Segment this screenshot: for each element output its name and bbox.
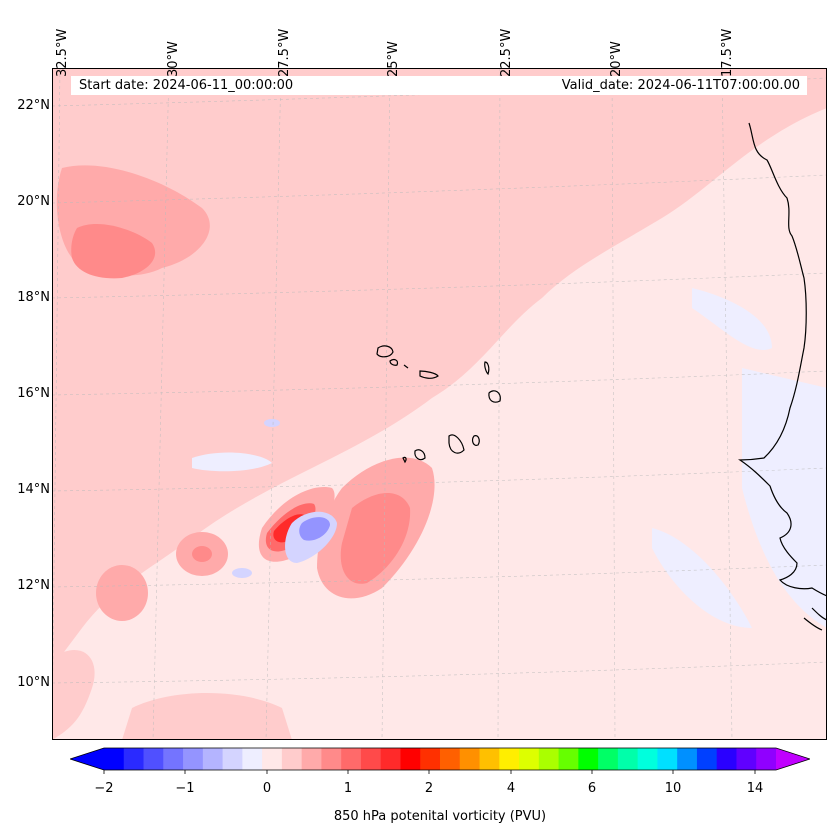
colorbar-segment [677, 748, 698, 770]
pv-contour-band [52, 68, 827, 668]
pv-contour-se-core [340, 493, 411, 584]
colorbar-segment [163, 748, 184, 770]
lon-label-27-5w: 27.5°W [277, 28, 292, 77]
colorbar-segment [123, 748, 145, 770]
lat-label-20n: 20°N [17, 194, 50, 209]
colorbar-segment [183, 748, 204, 770]
colorbar-segment [222, 748, 243, 770]
colorbar-segment [756, 748, 777, 770]
colorbar-segment [301, 748, 322, 770]
colorbar-label: 850 hPa potenital vorticity (PVU) [333, 809, 547, 824]
lat-label-22n: 22°N [17, 98, 50, 113]
map-panel [52, 68, 827, 740]
lat-label-12n: 12°N [17, 578, 50, 593]
colorbar-tick-label: 6 [587, 781, 597, 796]
colorbar-segment [380, 748, 401, 770]
map-gridlines [52, 68, 827, 740]
colorbar-tick-label: −1 [175, 781, 195, 796]
pv-neg-east-3 [652, 528, 752, 628]
colorbar-segment [360, 748, 382, 770]
lat-label-16n: 16°N [17, 386, 50, 401]
colorbar-segment [143, 748, 164, 770]
lat-label-10n: 10°N [17, 675, 50, 690]
lat-label-18n: 18°N [17, 290, 50, 305]
colorbar-segment [440, 748, 461, 770]
colorbar-segment [637, 748, 658, 770]
pv-patch-neg-2 [264, 419, 280, 427]
colorbar-tick-label: 14 [746, 781, 764, 796]
colorbar-tick-label: −2 [94, 781, 114, 796]
colorbar-tick-label: 1 [343, 781, 353, 796]
pv-patch-west-core [192, 546, 212, 562]
colorbar-segment [657, 748, 678, 770]
lon-label-30w: 30°W [166, 41, 181, 77]
colorbar-segment [242, 748, 263, 770]
colorbar-segment [736, 748, 757, 770]
africa-coastline [738, 122, 827, 597]
pv-neg-east-2 [742, 368, 827, 628]
cape-verde-islands [376, 345, 501, 464]
pv-patch-neg-1 [232, 568, 252, 578]
colorbar [70, 747, 810, 774]
colorbar-segment [558, 748, 579, 770]
colorbar-segment [459, 748, 481, 770]
pv-contour-south [122, 693, 292, 740]
colorbar-segment [479, 748, 500, 770]
date-info-box [71, 76, 807, 95]
lon-label-22-5w: 22.5°W [499, 28, 514, 77]
start-date-text: Start date: 2024-06-11_00:00:00 [79, 78, 294, 93]
colorbar-extend-min [70, 748, 104, 770]
colorbar-extend-max [776, 748, 810, 770]
colorbar-tick-label: 4 [506, 781, 516, 796]
colorbar-segment [578, 748, 599, 770]
pv-contour-nw-high [71, 223, 156, 279]
colorbar-segment [262, 748, 283, 770]
colorbar-segment [400, 748, 421, 770]
pv-patch-southwest [96, 565, 148, 621]
lon-label-32-5w: 32.5°W [55, 28, 70, 77]
colorbar-segment [716, 748, 737, 770]
colorbar-segment [341, 748, 362, 770]
pv-patch-neg-3 [192, 452, 272, 472]
pv-blue-dipole-core [299, 517, 330, 541]
colorbar-tick-label: 0 [262, 781, 272, 796]
colorbar-tick-label: 10 [664, 781, 682, 796]
valid-date-text: Valid_date: 2024-06-11T07:00:00.00 [561, 78, 800, 93]
colorbar-segment [519, 748, 540, 770]
colorbar-segment [104, 748, 125, 770]
lon-label-25w: 25°W [386, 41, 401, 77]
lon-label-20w: 20°W [609, 41, 624, 77]
colorbar-segment [617, 748, 639, 770]
colorbar-segment [696, 748, 718, 770]
colorbar-segment [598, 748, 619, 770]
colorbar-tick-label: 2 [424, 781, 434, 796]
pv-neg-east-1 [692, 288, 772, 350]
lon-label-17-5w: 17.5°W [720, 28, 735, 77]
colorbar-segment [281, 748, 303, 770]
colorbar-segment [321, 748, 342, 770]
colorbar-segment [538, 748, 560, 770]
colorbar-segment [499, 748, 520, 770]
africa-coastline-south [803, 607, 827, 631]
colorbar-segment [420, 748, 441, 770]
pv-contour-southwest [52, 649, 95, 740]
lat-label-14n: 14°N [17, 482, 50, 497]
colorbar-segment [202, 748, 224, 770]
